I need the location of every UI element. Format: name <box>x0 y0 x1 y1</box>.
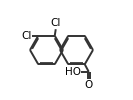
Text: Cl: Cl <box>51 18 61 28</box>
Text: Cl: Cl <box>21 31 31 41</box>
Text: O: O <box>85 80 93 90</box>
Text: HO: HO <box>65 67 81 77</box>
